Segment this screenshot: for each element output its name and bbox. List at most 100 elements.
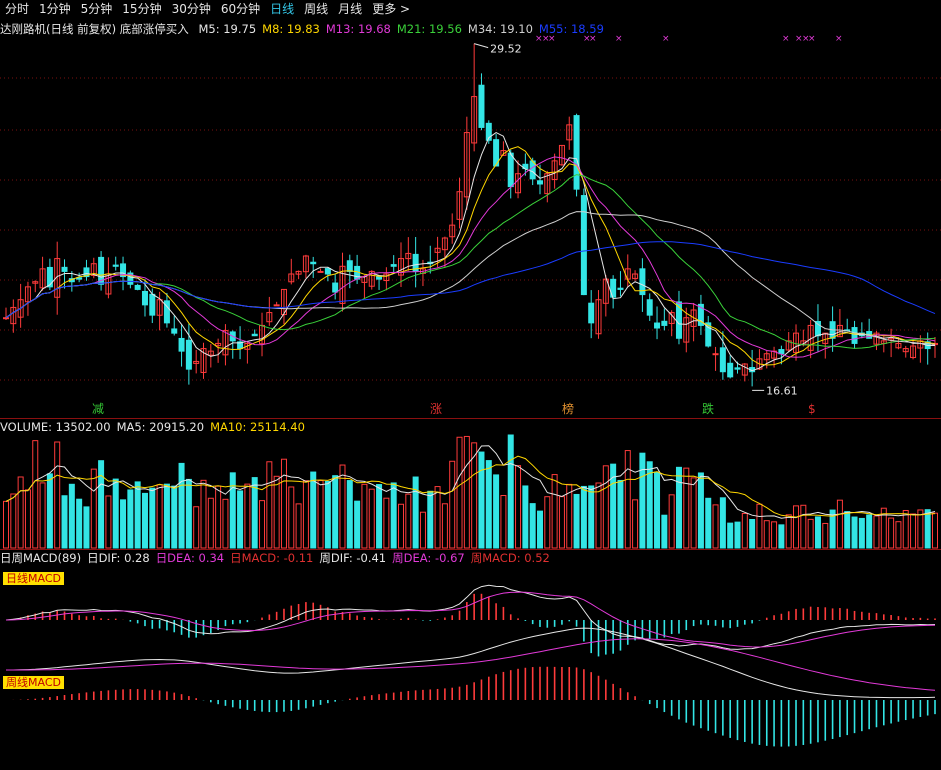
volume-header: VOLUME: 13502.00 MA5: 20915.20 MA10: 25114… — [0, 419, 311, 435]
volume-bar — [354, 500, 361, 549]
candle-body — [741, 363, 748, 376]
volume-bar — [178, 462, 185, 549]
candle-body — [156, 299, 163, 316]
x-marker: × — [808, 34, 816, 44]
volume-bar — [193, 506, 200, 549]
tab-8[interactable]: 月线 — [338, 2, 363, 16]
tab-7[interactable]: 周线 — [304, 2, 329, 16]
volume-bar — [324, 480, 331, 549]
tab-6[interactable]: 日线 — [270, 2, 295, 16]
candle-body — [595, 299, 602, 335]
volume-bar — [690, 477, 697, 549]
candle-body — [120, 263, 127, 278]
candle-body — [134, 284, 141, 290]
candle-body — [398, 258, 405, 276]
candle-body — [251, 333, 258, 337]
volume-bar — [141, 492, 148, 549]
daily-macd-badge: 日线MACD — [3, 572, 64, 585]
separator-volume-macd — [0, 549, 941, 550]
x-marker: × — [589, 34, 597, 44]
volume-bar — [259, 500, 266, 549]
candle-body — [17, 299, 24, 318]
signal-3: 跌 — [702, 402, 715, 416]
volume-bar — [880, 507, 887, 549]
candle-body — [266, 312, 273, 323]
candle-body — [617, 287, 624, 290]
tab-0[interactable]: 分时 — [5, 2, 30, 16]
tab-5[interactable]: 60分钟 — [220, 2, 261, 16]
candle-body — [654, 322, 661, 329]
candle-body — [127, 272, 134, 285]
volume-bar — [112, 478, 119, 549]
volume-bar — [910, 513, 917, 549]
candle-body — [83, 267, 90, 278]
candle-body — [383, 273, 390, 282]
volume-bar — [932, 512, 938, 549]
x-marker: × — [583, 34, 591, 44]
volume-bar — [807, 518, 814, 549]
vol-label-0: VOLUME: 13502.00 — [0, 420, 111, 434]
candle-body — [288, 273, 295, 283]
volume-bar — [800, 504, 807, 549]
candle-body — [471, 96, 478, 144]
volume-bar — [17, 476, 24, 549]
candle-body — [32, 281, 39, 284]
candle-body — [3, 317, 9, 320]
candle-body — [141, 290, 148, 306]
volume-bar — [10, 493, 17, 549]
volume-bar — [317, 480, 324, 549]
tab-3[interactable]: 15分钟 — [122, 2, 162, 16]
candle-body — [317, 270, 324, 273]
volume-bar — [551, 474, 558, 549]
candle-body — [10, 306, 17, 325]
volume-bar — [427, 490, 434, 549]
candle-body — [646, 299, 653, 316]
volume-bar — [617, 479, 624, 549]
candle-body — [90, 263, 97, 276]
high-label: 29.52 — [490, 43, 522, 56]
volume-bar — [836, 499, 843, 549]
candle-body — [515, 173, 522, 194]
tab-4[interactable]: 30分钟 — [171, 2, 211, 16]
volume-bar — [434, 486, 441, 549]
candle-body — [163, 300, 170, 324]
volume-bar — [639, 452, 646, 549]
volume-ma10-line — [5, 455, 936, 518]
volume-bar — [756, 503, 763, 549]
candle-body — [368, 270, 375, 287]
signal-4: $ — [808, 402, 816, 416]
candle-body — [193, 360, 200, 364]
volume-bar — [419, 511, 426, 549]
volume-bar — [302, 480, 309, 549]
volume-ma5-line — [5, 445, 936, 519]
volume-bar — [529, 503, 536, 549]
volume-bar — [844, 511, 851, 549]
candle-body — [456, 191, 463, 220]
candle-body — [39, 268, 46, 289]
candle-body — [566, 124, 573, 141]
tab-9[interactable]: 更多 > — [372, 2, 411, 16]
tab-2[interactable]: 5分钟 — [80, 2, 113, 16]
volume-bar — [222, 498, 229, 549]
volume-bar — [646, 461, 653, 549]
ma-label-0: M5: 19.75 — [198, 22, 257, 36]
candle-body — [536, 180, 543, 185]
tab-1[interactable]: 1分钟 — [39, 2, 71, 16]
daily-dea-line — [5, 591, 936, 648]
volume-bar — [288, 486, 295, 549]
ma-label-2: M13: 19.68 — [325, 22, 391, 36]
volume-bar — [478, 451, 485, 549]
candle-body — [719, 347, 726, 373]
candle-body — [902, 348, 909, 353]
weekly-dea-line — [6, 638, 936, 691]
candle-body — [405, 252, 412, 260]
ma-label-5: M55: 18.59 — [538, 22, 604, 36]
candle-body — [346, 260, 353, 272]
volume-bar — [749, 519, 756, 549]
volume-bar — [456, 436, 463, 549]
macd-label-2: 日DEA: 0.34 — [155, 551, 225, 565]
macd-label-5: 周DEA: -0.67 — [392, 551, 465, 565]
candle-body — [683, 317, 690, 343]
volume-bar — [507, 434, 514, 549]
